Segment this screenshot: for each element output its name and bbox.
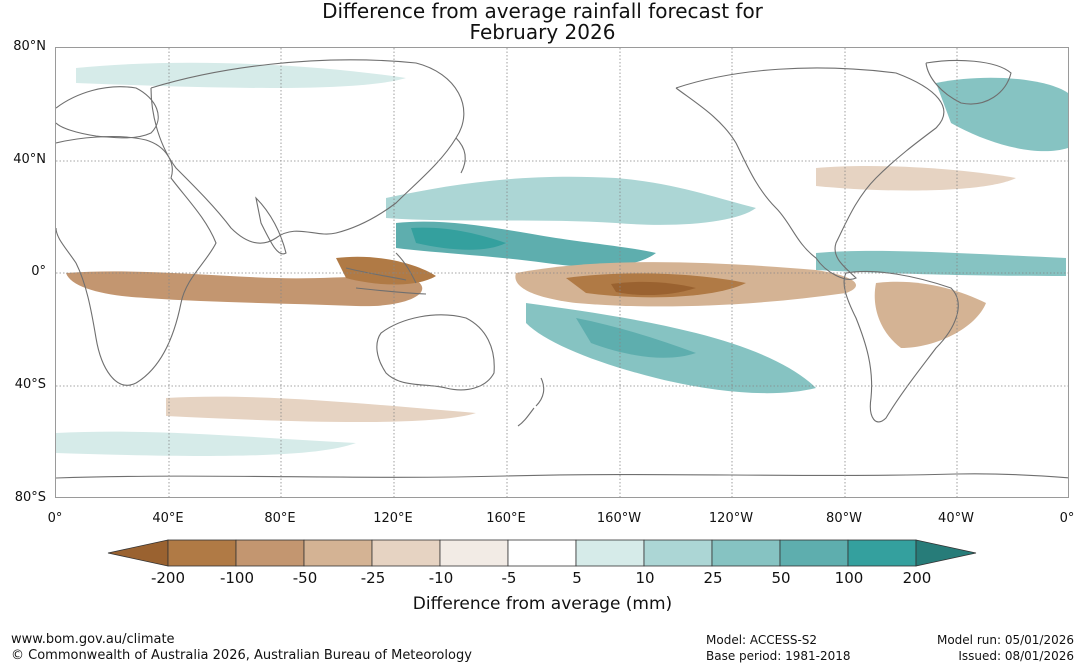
south-america-dry <box>874 281 986 348</box>
lat-label-40s: 40°S <box>14 377 46 392</box>
colorbar-bin <box>507 539 577 567</box>
footer-issued: Issued: 08/01/2026 <box>958 649 1074 663</box>
colorbar-bin <box>439 539 509 567</box>
lat-label-80n: 80°N <box>13 39 46 54</box>
colorbar-bin <box>371 539 441 567</box>
footer-model-run: Model run: 05/01/2026 <box>936 633 1074 647</box>
australia-coastline <box>376 314 495 391</box>
footer-url: www.bom.gov.au/climate <box>11 632 175 647</box>
new-zealand-coastline <box>517 377 545 427</box>
lon-label-40w: 40°W <box>938 511 974 526</box>
lon-label-80w: 80°W <box>826 511 862 526</box>
india-coastline <box>255 196 287 255</box>
colorbar-tick-label: -50 <box>292 569 318 587</box>
southern-ocean-light-wet <box>56 431 356 456</box>
rainfall-anomaly-map <box>55 47 1069 498</box>
colorbar-high-extend <box>915 539 977 567</box>
south-pacific-wet-core <box>576 318 696 358</box>
colorbar-bin <box>575 539 645 567</box>
north-america-coastline <box>675 67 945 280</box>
colorbar-bin <box>235 539 305 567</box>
lon-label-0-left: 0° <box>47 511 63 526</box>
anomaly-fields <box>56 62 1068 456</box>
colorbar-tick-label: 100 <box>834 569 864 587</box>
colorbar-title: Difference from average (mm) <box>412 594 673 614</box>
lon-label-80e: 80°E <box>264 511 296 526</box>
footer-base-period: Base period: 1981-2018 <box>706 649 851 663</box>
central-pacific-dry-center <box>611 281 696 296</box>
colorbar-tick-label: 50 <box>771 569 791 587</box>
colorbar-tick-label: -200 <box>150 569 186 587</box>
graticule <box>56 48 1068 497</box>
north-atlantic-wet <box>936 77 1068 152</box>
eastern-pacific-wet-band <box>816 250 1066 276</box>
indian-ocean-dry-band <box>66 271 423 307</box>
colorbar-tick-label: 25 <box>703 569 723 587</box>
chart-title-line1: Difference from average rainfall forecas… <box>322 0 763 23</box>
colorbar-bin <box>847 539 917 567</box>
lon-label-120e: 120°E <box>373 511 413 526</box>
africa-coastline <box>56 136 217 386</box>
lon-label-40e: 40°E <box>152 511 184 526</box>
south-america-coastline <box>843 270 959 423</box>
lon-label-160w: 160°W <box>596 511 642 526</box>
colorbar-tick-label: -5 <box>501 569 517 587</box>
coastlines <box>56 59 1068 479</box>
north-eurasia-light-wet <box>76 62 406 88</box>
north-pacific-wet-region <box>386 176 756 225</box>
colorbar-bin <box>303 539 373 567</box>
colorbar-tick-label: 5 <box>572 569 582 587</box>
footer-copyright: © Commonwealth of Australia 2026, Austra… <box>11 648 472 663</box>
chart-title-line2: February 2026 <box>469 20 616 44</box>
colorbar-tick-label: -25 <box>360 569 386 587</box>
map-svg <box>56 48 1068 497</box>
maritime-continent-dry <box>336 256 436 285</box>
colorbar-tick-label: 10 <box>635 569 655 587</box>
west-pacific-core-wet <box>411 227 506 250</box>
lat-label-40n: 40°N <box>13 152 46 167</box>
lat-label-80s: 80°S <box>14 490 46 505</box>
north-america-light-dry <box>816 166 1016 191</box>
colorbar-tick-label: -100 <box>219 569 255 587</box>
japan-coastline <box>455 137 466 174</box>
footer-model: Model: ACCESS-S2 <box>706 633 818 647</box>
greenland-coastline <box>925 59 1012 105</box>
southern-ocean-light-dry <box>166 396 476 422</box>
antarctica-coastline <box>56 473 1068 479</box>
lon-label-120w: 120°W <box>708 511 754 526</box>
lon-label-0-right: 0° <box>1059 511 1075 526</box>
asia-coastline <box>150 59 465 244</box>
lat-label-0: 0° <box>31 264 46 279</box>
colorbar-bin <box>711 539 781 567</box>
colorbar <box>107 539 977 567</box>
colorbar-bin <box>167 539 237 567</box>
colorbar-bin <box>779 539 849 567</box>
colorbar-bin <box>643 539 713 567</box>
indonesia-coastline <box>345 252 427 295</box>
lon-label-160e: 160°E <box>486 511 526 526</box>
europe-coastline <box>56 86 159 139</box>
colorbar-low-extend <box>107 539 169 567</box>
colorbar-tick-label: -10 <box>428 569 454 587</box>
colorbar-tick-label: 200 <box>902 569 932 587</box>
